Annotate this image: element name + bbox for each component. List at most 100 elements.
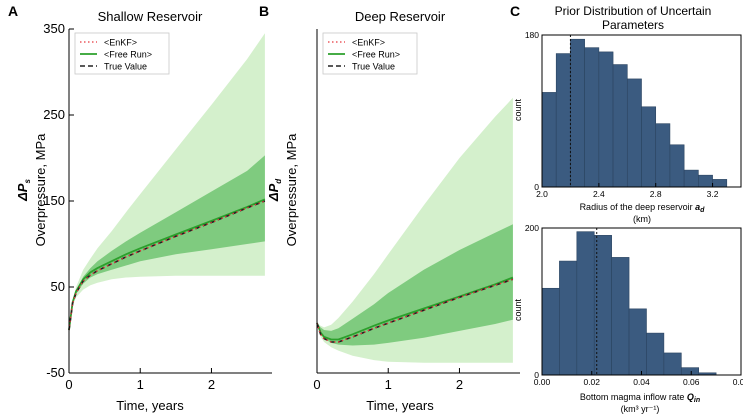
shallow-reservoir-chart: Shallow Reservoir 0 1 2 -50 50 150 250 350 Time… xyxy=(15,9,272,413)
histogram-bar xyxy=(655,123,671,188)
legend: <EnKF> <Free Run> True Value xyxy=(322,32,418,75)
y-axis-title: Overpressure, MPa xyxy=(33,133,48,246)
histogram-bar xyxy=(576,231,595,376)
x-tick-label: 0.08 xyxy=(733,377,743,387)
x-axis-subscript: in xyxy=(694,397,700,404)
histogram-bar xyxy=(680,367,700,376)
plot-area xyxy=(68,33,266,331)
y-axis-label: count xyxy=(513,98,523,121)
title-line-2: Parameters xyxy=(602,18,664,32)
axes: 0.00 0.02 0.04 0.06 0.08 0 200 xyxy=(525,223,743,387)
bars xyxy=(541,35,728,188)
enkf-line xyxy=(316,278,514,343)
x-tick-label: 0 xyxy=(313,377,320,392)
radius-histogram: 2.0 2.4 2.8 3.2 0 180 count Radius of the dee… xyxy=(513,30,742,224)
axes-frame xyxy=(541,34,742,188)
y-tick-label: 0 xyxy=(534,182,539,192)
plot-area xyxy=(316,97,514,363)
y-tick-label: -50 xyxy=(46,365,65,380)
x-axis-symbol: a xyxy=(695,202,700,212)
x-tick-label: 2 xyxy=(456,377,463,392)
histogram-bar xyxy=(584,47,600,188)
y-tick-label: 180 xyxy=(525,30,539,40)
y-tick-label: 350 xyxy=(43,21,65,36)
histogram-bar xyxy=(541,287,560,376)
panel-label-b: B xyxy=(259,3,269,19)
y-tick-label: 0 xyxy=(534,370,539,380)
axes: 2.0 2.4 2.8 3.2 0 180 xyxy=(525,30,742,199)
histogram-bar xyxy=(683,169,699,188)
x-axis-title: Radius of the deep reservoir xyxy=(580,202,693,212)
inner-confidence-band xyxy=(317,224,513,346)
x-tick-label: 2 xyxy=(208,377,215,392)
legend-label-free-run: <Free Run> xyxy=(104,50,152,60)
histogram-bar xyxy=(612,64,628,188)
x-tick-label: 3.2 xyxy=(707,189,719,199)
y-axis-title: Overpressure, MPa xyxy=(284,133,299,246)
histogram-bar xyxy=(559,260,578,376)
x-tick-label: 2.4 xyxy=(593,189,605,199)
histogram-bar xyxy=(626,78,642,188)
histogram-bar xyxy=(598,51,614,188)
x-tick-label: 1 xyxy=(137,377,144,392)
histogram-bar xyxy=(570,38,585,188)
legend-label-enkf: <EnKF> xyxy=(104,38,137,48)
legend-label-true-value: True Value xyxy=(104,62,147,72)
legend: <EnKF> <Free Run> True Value xyxy=(74,32,170,75)
y-tick-label: 50 xyxy=(51,279,65,294)
legend-label-free-run: <Free Run> xyxy=(352,50,400,60)
x-tick-label: 0.06 xyxy=(683,377,700,387)
free-run-line xyxy=(68,198,266,331)
chart-title: Deep Reservoir xyxy=(355,9,446,24)
y-tick-label: 200 xyxy=(525,223,539,233)
enkf-line xyxy=(68,200,266,331)
x-tick-label: 0.04 xyxy=(633,377,650,387)
x-tick-label: 2.8 xyxy=(650,189,662,199)
x-tick-label: 0 xyxy=(65,377,72,392)
legend-label-true-value: True Value xyxy=(352,62,395,72)
panel-label-a: A xyxy=(8,3,18,19)
inflow-histogram: 0.00 0.02 0.04 0.06 0.08 0 200 count Bottom ma… xyxy=(513,223,743,414)
histogram-bar xyxy=(641,106,657,188)
x-tick-label: 2.0 xyxy=(536,189,548,199)
y-axis-symbol: ΔP xyxy=(15,183,30,202)
x-axis-label: Radius of the deep reservoir ad xyxy=(580,202,706,214)
histogram-bar xyxy=(669,144,685,188)
x-axis-label: Bottom magma inflow rate Qin xyxy=(580,392,700,404)
histogram-bar xyxy=(646,332,665,376)
y-axis-label: ΔPs xyxy=(15,179,32,202)
y-axis-label: count xyxy=(513,298,523,321)
y-axis-label: ΔPd xyxy=(266,178,283,202)
inner-confidence-band xyxy=(69,155,265,330)
axes: 0 1 2 -50 50 150 250 350 xyxy=(43,21,272,392)
legend-label-enkf: <EnKF> xyxy=(352,38,385,48)
bars xyxy=(541,228,717,376)
title-line-1: Prior Distribution of Uncertain xyxy=(555,4,712,18)
axes: 0 1 2 xyxy=(313,29,520,392)
x-tick-label: 0.02 xyxy=(583,377,600,387)
y-axis-subscript: s xyxy=(23,179,32,184)
x-axis-title: Bottom magma inflow rate xyxy=(580,392,685,402)
histogram-bar xyxy=(663,352,682,376)
x-axis-label: Time, years xyxy=(366,398,434,413)
y-axis-symbol: ΔP xyxy=(266,183,281,202)
x-axis-label: Time, years xyxy=(116,398,184,413)
x-tick-label: 1 xyxy=(385,377,392,392)
histogram-bar xyxy=(611,257,630,376)
x-axis-unit: (km³ yr⁻¹) xyxy=(621,404,660,414)
histogram-bar xyxy=(698,174,713,188)
y-tick-label: 250 xyxy=(43,107,65,122)
prior-distribution-title: Prior Distribution of Uncertain Parameter… xyxy=(555,4,712,32)
histogram-bar xyxy=(555,53,571,188)
histogram-bar xyxy=(712,179,728,188)
deep-reservoir-chart: Deep Reservoir 0 1 2 Time, years ΔPd Overp… xyxy=(266,9,520,413)
y-axis-subscript: d xyxy=(274,178,283,184)
x-axis-subscript: d xyxy=(700,207,705,214)
histogram-bar xyxy=(541,92,557,188)
histogram-bar xyxy=(628,308,647,376)
x-tick-label: 0.00 xyxy=(534,377,551,387)
x-axis-unit: (km) xyxy=(633,214,651,224)
y-tick-label: 150 xyxy=(43,193,65,208)
chart-title: Shallow Reservoir xyxy=(98,9,203,24)
